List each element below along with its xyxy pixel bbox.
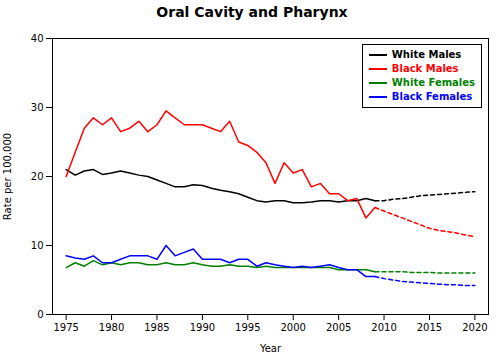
svg-text:2010: 2010 [371, 322, 396, 333]
svg-text:10: 10 [31, 240, 44, 251]
html-text:White Males: White Males [391, 49, 462, 60]
svg-text:2005: 2005 [326, 322, 351, 333]
svg-text:20: 20 [31, 171, 44, 182]
svg-text:30: 30 [31, 102, 44, 113]
html-text:Oral Cavity and Pharynx: Oral Cavity and Pharynx [156, 4, 348, 20]
html-text:White Females: White Females [391, 77, 475, 88]
svg-text:Rate per 100,000: Rate per 100,000 [2, 133, 13, 220]
svg-text:2020: 2020 [462, 322, 487, 333]
svg-text:1980: 1980 [99, 322, 124, 333]
svg-text:1990: 1990 [190, 322, 215, 333]
html-text:Black Males: Black Males [391, 63, 459, 74]
svg-text:1975: 1975 [53, 322, 78, 333]
svg-text:1995: 1995 [235, 322, 260, 333]
svg-text:2000: 2000 [280, 322, 305, 333]
svg-text:Year: Year [259, 343, 282, 354]
svg-text:0: 0 [37, 309, 43, 320]
svg-text:2015: 2015 [417, 322, 442, 333]
svg-text:1985: 1985 [144, 322, 169, 333]
svg-text:40: 40 [31, 33, 44, 44]
html-text:Black Females: Black Females [391, 91, 473, 102]
